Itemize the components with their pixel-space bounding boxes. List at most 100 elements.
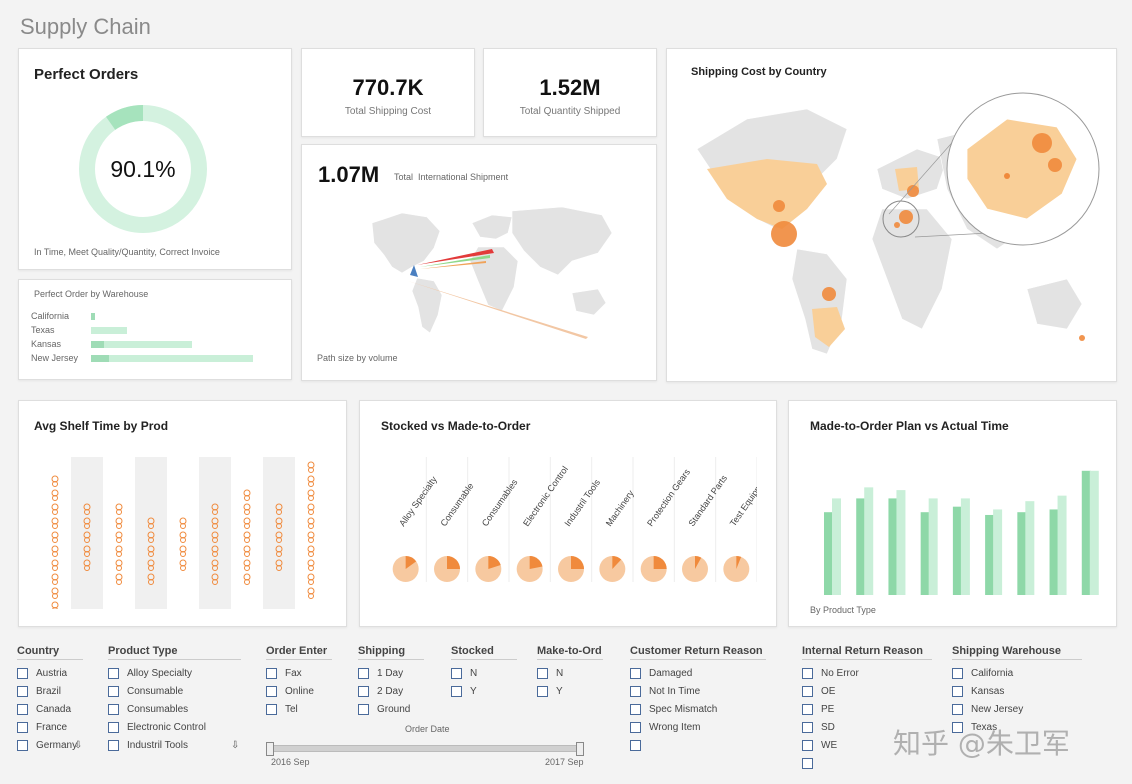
shelf-point: [244, 551, 250, 557]
country-scroll-down-icon[interactable]: ⇩: [74, 740, 83, 751]
filter-option[interactable]: Alloy Specialty: [108, 664, 241, 682]
filter-option[interactable]: Consumables: [108, 700, 241, 718]
actual-bar: [832, 498, 841, 595]
filter-option[interactable]: N: [451, 664, 517, 682]
filter-option[interactable]: SD: [802, 718, 932, 736]
order-date-start-handle[interactable]: [266, 742, 274, 756]
checkbox[interactable]: [630, 685, 641, 697]
filter-option-label: PE: [821, 703, 835, 715]
product-scroll-down-icon[interactable]: ⇩: [231, 740, 240, 751]
checkbox[interactable]: [802, 721, 813, 733]
bubble-uk: [907, 185, 919, 197]
checkbox[interactable]: [451, 667, 462, 679]
filter-option[interactable]: No Error: [802, 664, 932, 682]
plan-bar: [920, 512, 930, 595]
shelf-point: [84, 523, 90, 529]
checkbox[interactable]: [802, 703, 813, 715]
checkbox[interactable]: [537, 667, 548, 679]
filter-option[interactable]: Damaged: [630, 664, 766, 682]
filter-option[interactable]: [802, 754, 932, 772]
filter-option[interactable]: Wrong Item: [630, 718, 766, 736]
checkbox[interactable]: [358, 703, 369, 715]
filter-option[interactable]: Online: [266, 682, 332, 700]
checkbox[interactable]: [17, 667, 28, 679]
filter-option-label: Canada: [36, 703, 72, 715]
filter-option[interactable]: Industril Tools: [108, 736, 241, 754]
bubble-brazil: [822, 287, 836, 301]
category-label: Electronic Control: [521, 464, 570, 528]
filter-option-label: Consumables: [127, 703, 189, 715]
filter-option[interactable]: OE: [802, 682, 932, 700]
filter-option[interactable]: Tel: [266, 700, 332, 718]
checkbox[interactable]: [802, 685, 813, 697]
filter-option[interactable]: France: [17, 718, 83, 736]
checkbox[interactable]: [802, 667, 813, 679]
checkbox[interactable]: [952, 685, 963, 697]
plan-bar: [856, 498, 866, 595]
checkbox[interactable]: [630, 703, 641, 715]
checkbox[interactable]: [358, 667, 369, 679]
checkbox[interactable]: [630, 739, 641, 751]
filter-option[interactable]: Canada: [17, 700, 83, 718]
checkbox[interactable]: [451, 685, 462, 697]
filter-option[interactable]: PE: [802, 700, 932, 718]
checkbox[interactable]: [108, 685, 119, 697]
checkbox[interactable]: [952, 703, 963, 715]
checkbox[interactable]: [952, 721, 963, 733]
checkbox[interactable]: [266, 667, 277, 679]
checkbox[interactable]: [17, 721, 28, 733]
mto-slice: [405, 556, 417, 569]
filter-option-label: Damaged: [649, 667, 693, 679]
filter-option[interactable]: 2 Day: [358, 682, 424, 700]
checkbox[interactable]: [358, 685, 369, 697]
order-date-end-handle[interactable]: [576, 742, 584, 756]
filter-option[interactable]: Spec Mismatch: [630, 700, 766, 718]
filter-option[interactable]: N: [537, 664, 603, 682]
filter-heading: Shipping: [358, 645, 424, 660]
order-date-end: 2017 Sep: [545, 757, 584, 767]
filter-option[interactable]: New Jersey: [952, 700, 1082, 718]
filter-heading: Country: [17, 645, 83, 660]
filter-option[interactable]: Germany: [17, 736, 83, 754]
order-date-slider-track[interactable]: [270, 745, 580, 752]
checkbox[interactable]: [17, 703, 28, 715]
filter-option[interactable]: Not In Time: [630, 682, 766, 700]
filter-option[interactable]: Brazil: [17, 682, 83, 700]
checkbox[interactable]: [802, 757, 813, 769]
filter-option[interactable]: Austria: [17, 664, 83, 682]
checkbox[interactable]: [630, 721, 641, 733]
checkbox[interactable]: [17, 739, 28, 751]
filter-option[interactable]: Y: [451, 682, 517, 700]
checkbox[interactable]: [108, 721, 119, 733]
filter-option[interactable]: Kansas: [952, 682, 1082, 700]
checkbox[interactable]: [266, 685, 277, 697]
shelf-point: [244, 537, 250, 543]
shelf-point: [244, 579, 250, 585]
checkbox[interactable]: [537, 685, 548, 697]
filter-option[interactable]: Texas: [952, 718, 1082, 736]
checkbox[interactable]: [952, 667, 963, 679]
filter-option[interactable]: Fax: [266, 664, 332, 682]
filter-option-label: Fax: [285, 667, 302, 679]
checkbox[interactable]: [108, 739, 119, 751]
checkbox[interactable]: [630, 667, 641, 679]
checkbox[interactable]: [108, 703, 119, 715]
filter-option[interactable]: Ground: [358, 700, 424, 718]
filter-option[interactable]: Y: [537, 682, 603, 700]
warehouse-bar-light: [91, 355, 253, 362]
filter-option[interactable]: Consumable: [108, 682, 241, 700]
plan-bar: [1017, 512, 1027, 595]
checkbox[interactable]: [266, 703, 277, 715]
warehouse-row-label: New Jersey: [31, 353, 79, 363]
filter-option[interactable]: [630, 736, 766, 754]
category-label: Standard Parts: [686, 473, 729, 528]
filter-option[interactable]: 1 Day: [358, 664, 424, 682]
filter-option-label: SD: [821, 721, 835, 733]
checkbox[interactable]: [108, 667, 119, 679]
filter-option[interactable]: WE: [802, 736, 932, 754]
filter-option[interactable]: Electronic Control: [108, 718, 241, 736]
filter-heading: Stocked: [451, 645, 517, 660]
filter-option[interactable]: California: [952, 664, 1082, 682]
checkbox[interactable]: [802, 739, 813, 751]
checkbox[interactable]: [17, 685, 28, 697]
